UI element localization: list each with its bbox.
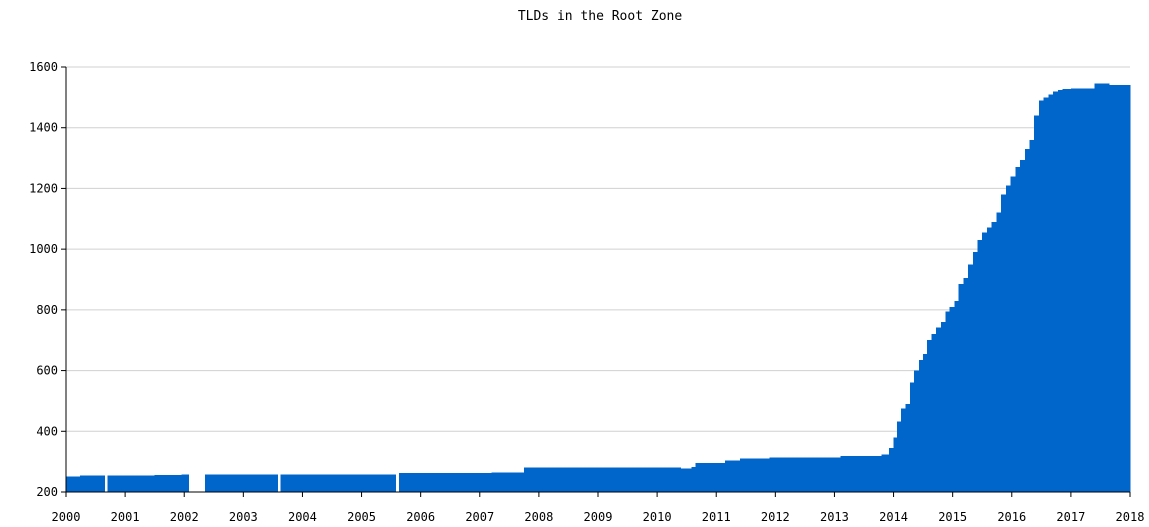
data-bar	[1005, 185, 1011, 492]
data-bar	[1062, 88, 1072, 492]
data-bar	[888, 447, 894, 492]
x-tick-label: 2015	[938, 510, 967, 524]
data-bar	[958, 284, 964, 492]
x-tick-label: 2017	[1056, 510, 1085, 524]
chart-title: TLDs in the Root Zone	[518, 9, 683, 24]
data-bar	[725, 460, 741, 492]
data-bar	[881, 454, 890, 492]
y-tick-label: 1000	[29, 242, 58, 256]
data-bar	[680, 468, 692, 492]
data-bar	[918, 359, 924, 492]
data-bar	[977, 240, 983, 492]
x-tick-label: 2006	[406, 510, 435, 524]
x-tick-label: 2001	[111, 510, 140, 524]
data-bar	[910, 382, 915, 492]
data-bar	[986, 227, 993, 493]
x-tick-label: 2005	[347, 510, 376, 524]
data-bar	[107, 475, 156, 492]
data-bar	[804, 457, 841, 492]
data-bar	[302, 474, 397, 492]
x-tick-label: 2008	[524, 510, 553, 524]
data-bar	[280, 474, 303, 492]
x-tick-label: 2009	[584, 510, 613, 524]
x-tick-label: 2013	[820, 510, 849, 524]
area-bars	[66, 83, 1131, 493]
data-bar	[1038, 100, 1045, 493]
data-bar	[901, 408, 906, 492]
x-tick-label: 2003	[229, 510, 258, 524]
data-bar	[1130, 85, 1131, 492]
y-tick-label: 600	[36, 364, 58, 378]
x-tick-label: 2014	[879, 510, 908, 524]
data-bar	[695, 462, 726, 492]
data-bar	[1001, 194, 1007, 492]
data-bar	[691, 467, 696, 492]
data-bar	[1034, 115, 1040, 493]
data-bar	[1070, 88, 1095, 492]
data-bar	[769, 457, 806, 492]
data-bar	[840, 456, 883, 492]
y-tick-label: 400	[36, 424, 58, 438]
data-bar	[940, 322, 946, 492]
y-tick-label: 200	[36, 485, 58, 499]
data-bar	[931, 334, 937, 492]
x-tick-label: 2010	[643, 510, 672, 524]
y-tick-label: 1400	[29, 121, 58, 135]
data-bar	[936, 327, 942, 492]
data-bar	[1029, 139, 1035, 492]
x-tick-label: 2000	[52, 510, 81, 524]
data-bar	[1020, 160, 1026, 493]
data-bar	[739, 458, 770, 492]
data-bar	[1057, 89, 1064, 493]
data-bar	[914, 370, 920, 492]
y-tick-labels: 200 400 600 800 1000 1200 1400 1600	[29, 60, 66, 499]
data-bar	[1043, 97, 1049, 492]
data-bar	[945, 311, 951, 492]
data-bar	[1010, 176, 1016, 493]
data-bar	[1048, 94, 1054, 493]
y-tick-label: 800	[36, 303, 58, 317]
data-bar	[963, 277, 969, 492]
data-bar	[991, 221, 997, 493]
data-bar	[398, 473, 451, 492]
x-tick-label: 2016	[997, 510, 1026, 524]
data-bar	[204, 474, 279, 492]
data-bar	[1053, 91, 1059, 493]
data-bar	[949, 306, 955, 492]
data-bar	[968, 264, 974, 492]
data-bar	[893, 437, 898, 492]
data-bar	[972, 252, 978, 492]
data-bar	[905, 403, 911, 492]
data-bar	[154, 475, 182, 492]
data-bar	[524, 467, 569, 492]
data-bar	[923, 353, 928, 492]
x-tick-label: 2012	[761, 510, 790, 524]
data-bar	[996, 212, 1002, 492]
x-tick-label: 2018	[1116, 510, 1145, 524]
data-bar	[491, 472, 525, 492]
data-bar	[927, 340, 932, 492]
x-tick-label: 2002	[170, 510, 199, 524]
data-bar	[1015, 167, 1021, 492]
y-tick-label: 1600	[29, 60, 58, 74]
data-bar	[982, 232, 988, 493]
gridlines	[66, 66, 1130, 432]
data-bar	[1024, 148, 1030, 492]
data-bar	[80, 475, 105, 492]
data-bar	[568, 467, 682, 492]
x-tick-label: 2011	[702, 510, 731, 524]
y-tick-label: 1200	[29, 181, 58, 195]
x-tick-label: 2004	[288, 510, 317, 524]
data-bar	[181, 474, 189, 492]
data-bar	[1109, 85, 1131, 492]
data-bar	[954, 300, 959, 492]
data-bar	[897, 421, 902, 492]
x-tick-labels: 2000 2001 2002 2003 2004 2005 2006 2007 2008 2009…	[52, 492, 1145, 524]
data-bar	[66, 476, 81, 492]
data-bar	[1094, 83, 1110, 493]
x-tick-label: 2007	[465, 510, 494, 524]
data-bar	[450, 472, 492, 492]
